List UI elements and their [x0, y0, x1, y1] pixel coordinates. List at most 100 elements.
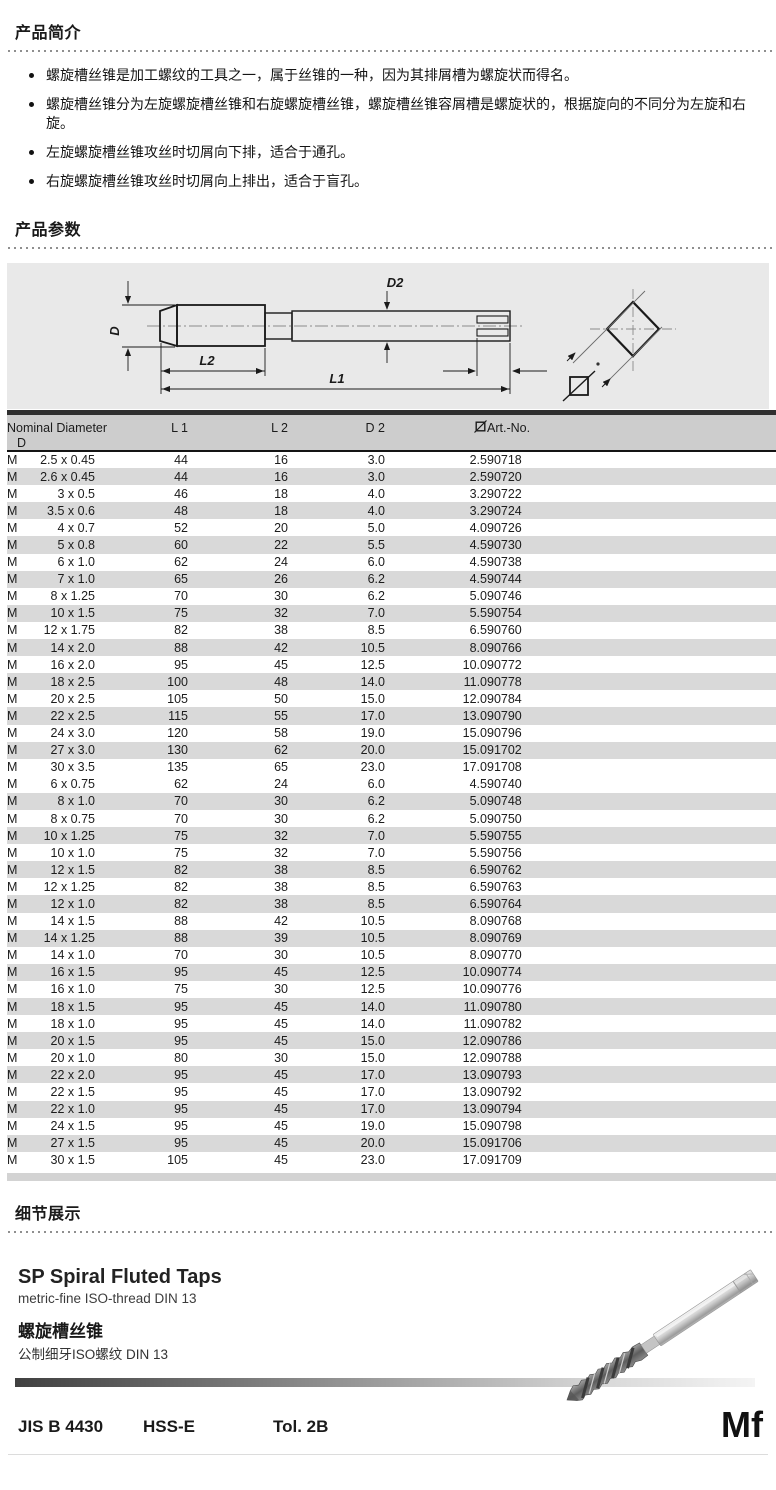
- cell-sq: 5.5: [385, 827, 487, 845]
- cell-d2: 15.0: [288, 1032, 385, 1050]
- cell-d2: 20.0: [288, 741, 385, 759]
- cell-d2: 8.5: [367, 879, 385, 894]
- cell-art: 90730: [487, 536, 776, 554]
- cell-size: 8 x 1.25: [50, 589, 95, 604]
- cell-sq: 8.0: [385, 929, 487, 947]
- cell-m: M: [7, 570, 30, 588]
- cell-l2: 62: [188, 741, 288, 759]
- product-title-en: SP Spiral Fluted Taps: [18, 1265, 222, 1288]
- gradient-divider-bar: [15, 1377, 755, 1387]
- cell-art: 90720: [487, 468, 776, 486]
- cell-d2: 4.0: [288, 502, 385, 520]
- cell-art: 90750: [487, 811, 522, 826]
- cell-l1: 62: [174, 777, 188, 792]
- cell-size: 10 x 1.0: [50, 845, 95, 860]
- cell-l1: 95: [95, 1066, 188, 1084]
- cell-d2: 14.0: [360, 1016, 385, 1031]
- cell-m: M: [7, 914, 18, 929]
- table-row: M 12 x 1.5 82 38 8.5 6.5 90762: [7, 861, 776, 879]
- cell-sq: 17.0: [462, 760, 487, 775]
- cell-l1: 82: [95, 861, 188, 879]
- cell-sq: 8.0: [469, 948, 487, 963]
- cell-l2: 55: [188, 707, 288, 725]
- column-header-d: D: [7, 436, 776, 452]
- column-header-square: [385, 415, 487, 436]
- cell-m: M: [7, 948, 18, 963]
- cell-m: M: [7, 827, 30, 845]
- cell-sq: 4.5: [469, 777, 487, 792]
- cell-size: 6 x 0.75: [50, 777, 95, 792]
- cell-m: M: [7, 589, 18, 604]
- cell-l2: 30: [188, 792, 288, 810]
- cell-size: 18 x 1.0: [50, 1016, 95, 1031]
- cell-d2: 5.5: [288, 536, 385, 554]
- cell-size: 22 x 2.5: [30, 707, 95, 725]
- spec-standard: JIS B 4430: [18, 1416, 104, 1436]
- cell-art: 90762: [487, 861, 776, 879]
- table-row: M 3.5 x 0.6 48 18 4.0 3.2 90724: [7, 502, 776, 520]
- cell-d2: 12.5: [288, 963, 385, 981]
- cell-art: 90755: [487, 827, 776, 845]
- table-row: M 16 x 1.5 95 45 12.5 10.0 90774: [7, 963, 776, 981]
- cell-l1: 48: [95, 502, 188, 520]
- cell-m: M: [7, 792, 30, 810]
- table-row: M 4 x 0.7 52 20 5.0 4.0 90726: [7, 519, 776, 536]
- cell-art: 90796: [487, 726, 522, 741]
- dim-label-l1: L1: [329, 371, 344, 386]
- cell-l1: 115: [95, 707, 188, 725]
- cell-d2: 6.2: [288, 570, 385, 588]
- cell-d2: 10.5: [288, 639, 385, 657]
- table-bottom-bar: [7, 1172, 776, 1181]
- table-row: M 14 x 1.0 70 30 10.5 8.0 90770: [7, 947, 776, 964]
- cell-d2: 17.0: [288, 1100, 385, 1118]
- cell-m: M: [7, 691, 18, 706]
- cell-m: M: [7, 604, 30, 622]
- intro-bullet: 螺旋槽丝锥分为左旋螺旋槽丝锥和右旋螺旋槽丝锥，螺旋槽丝锥容屑槽是螺旋状的，根据旋…: [29, 95, 766, 133]
- cell-l2: 32: [188, 604, 288, 622]
- cell-l2: 42: [188, 639, 288, 657]
- table-row: M 3 x 0.5 46 18 4.0 3.2 90722: [7, 485, 776, 502]
- cell-m: M: [7, 1032, 30, 1050]
- cell-d2: 23.0: [360, 760, 385, 775]
- cell-l1: 95: [174, 1119, 188, 1134]
- cell-sq: 8.0: [469, 914, 487, 929]
- cell-l1: 62: [174, 555, 188, 570]
- cell-d2: 6.0: [367, 777, 385, 792]
- cell-size: 30 x 3.5: [50, 760, 95, 775]
- column-header-d2: D 2: [288, 415, 385, 436]
- cell-d2: 8.5: [288, 895, 385, 913]
- cell-art: 90784: [487, 691, 522, 706]
- cell-art: 90768: [487, 914, 522, 929]
- tap-product-photo: [566, 1269, 759, 1401]
- square-section-icon: [562, 370, 596, 402]
- cell-l2: 38: [274, 879, 288, 894]
- cell-m: M: [7, 1066, 30, 1084]
- cell-size: 10 x 1.25: [30, 827, 95, 845]
- cell-l2: 38: [188, 861, 288, 879]
- table-row: M 22 x 2.5 115 55 17.0 13.0 90790: [7, 707, 776, 725]
- cell-l2: 65: [274, 760, 288, 775]
- table-row: M 10 x 1.25 75 32 7.0 5.5 90755: [7, 827, 776, 845]
- cell-l2: 45: [188, 1032, 288, 1050]
- cell-art: 90788: [487, 1050, 522, 1065]
- cell-sq: 3.2: [469, 486, 487, 501]
- table-row: M 14 x 2.0 88 42 10.5 8.0 90766: [7, 639, 776, 657]
- cell-m: M: [7, 468, 30, 486]
- cell-sq: 3.2: [385, 502, 487, 520]
- table-row: M 30 x 3.5 135 65 23.0 17.0 91708: [7, 759, 776, 776]
- cell-l2: 45: [274, 657, 288, 672]
- cell-size: 12 x 1.0: [30, 895, 95, 913]
- cell-sq: 15.0: [462, 1119, 487, 1134]
- cell-l1: 75: [174, 845, 188, 860]
- cell-sq: 12.0: [462, 1050, 487, 1065]
- dim-label-d2: D2: [387, 275, 404, 290]
- cell-art: 90776: [487, 982, 522, 997]
- column-header-l1: L 1: [95, 415, 188, 436]
- cell-l1: 82: [174, 623, 188, 638]
- cell-d2: 3.0: [288, 468, 385, 486]
- table-row: M 22 x 1.5 95 45 17.0 13.0 90792: [7, 1083, 776, 1100]
- cell-art: 91702: [487, 741, 776, 759]
- cell-size: 22 x 1.0: [30, 1100, 95, 1118]
- cell-l2: 45: [188, 1066, 288, 1084]
- cell-l1: 65: [95, 570, 188, 588]
